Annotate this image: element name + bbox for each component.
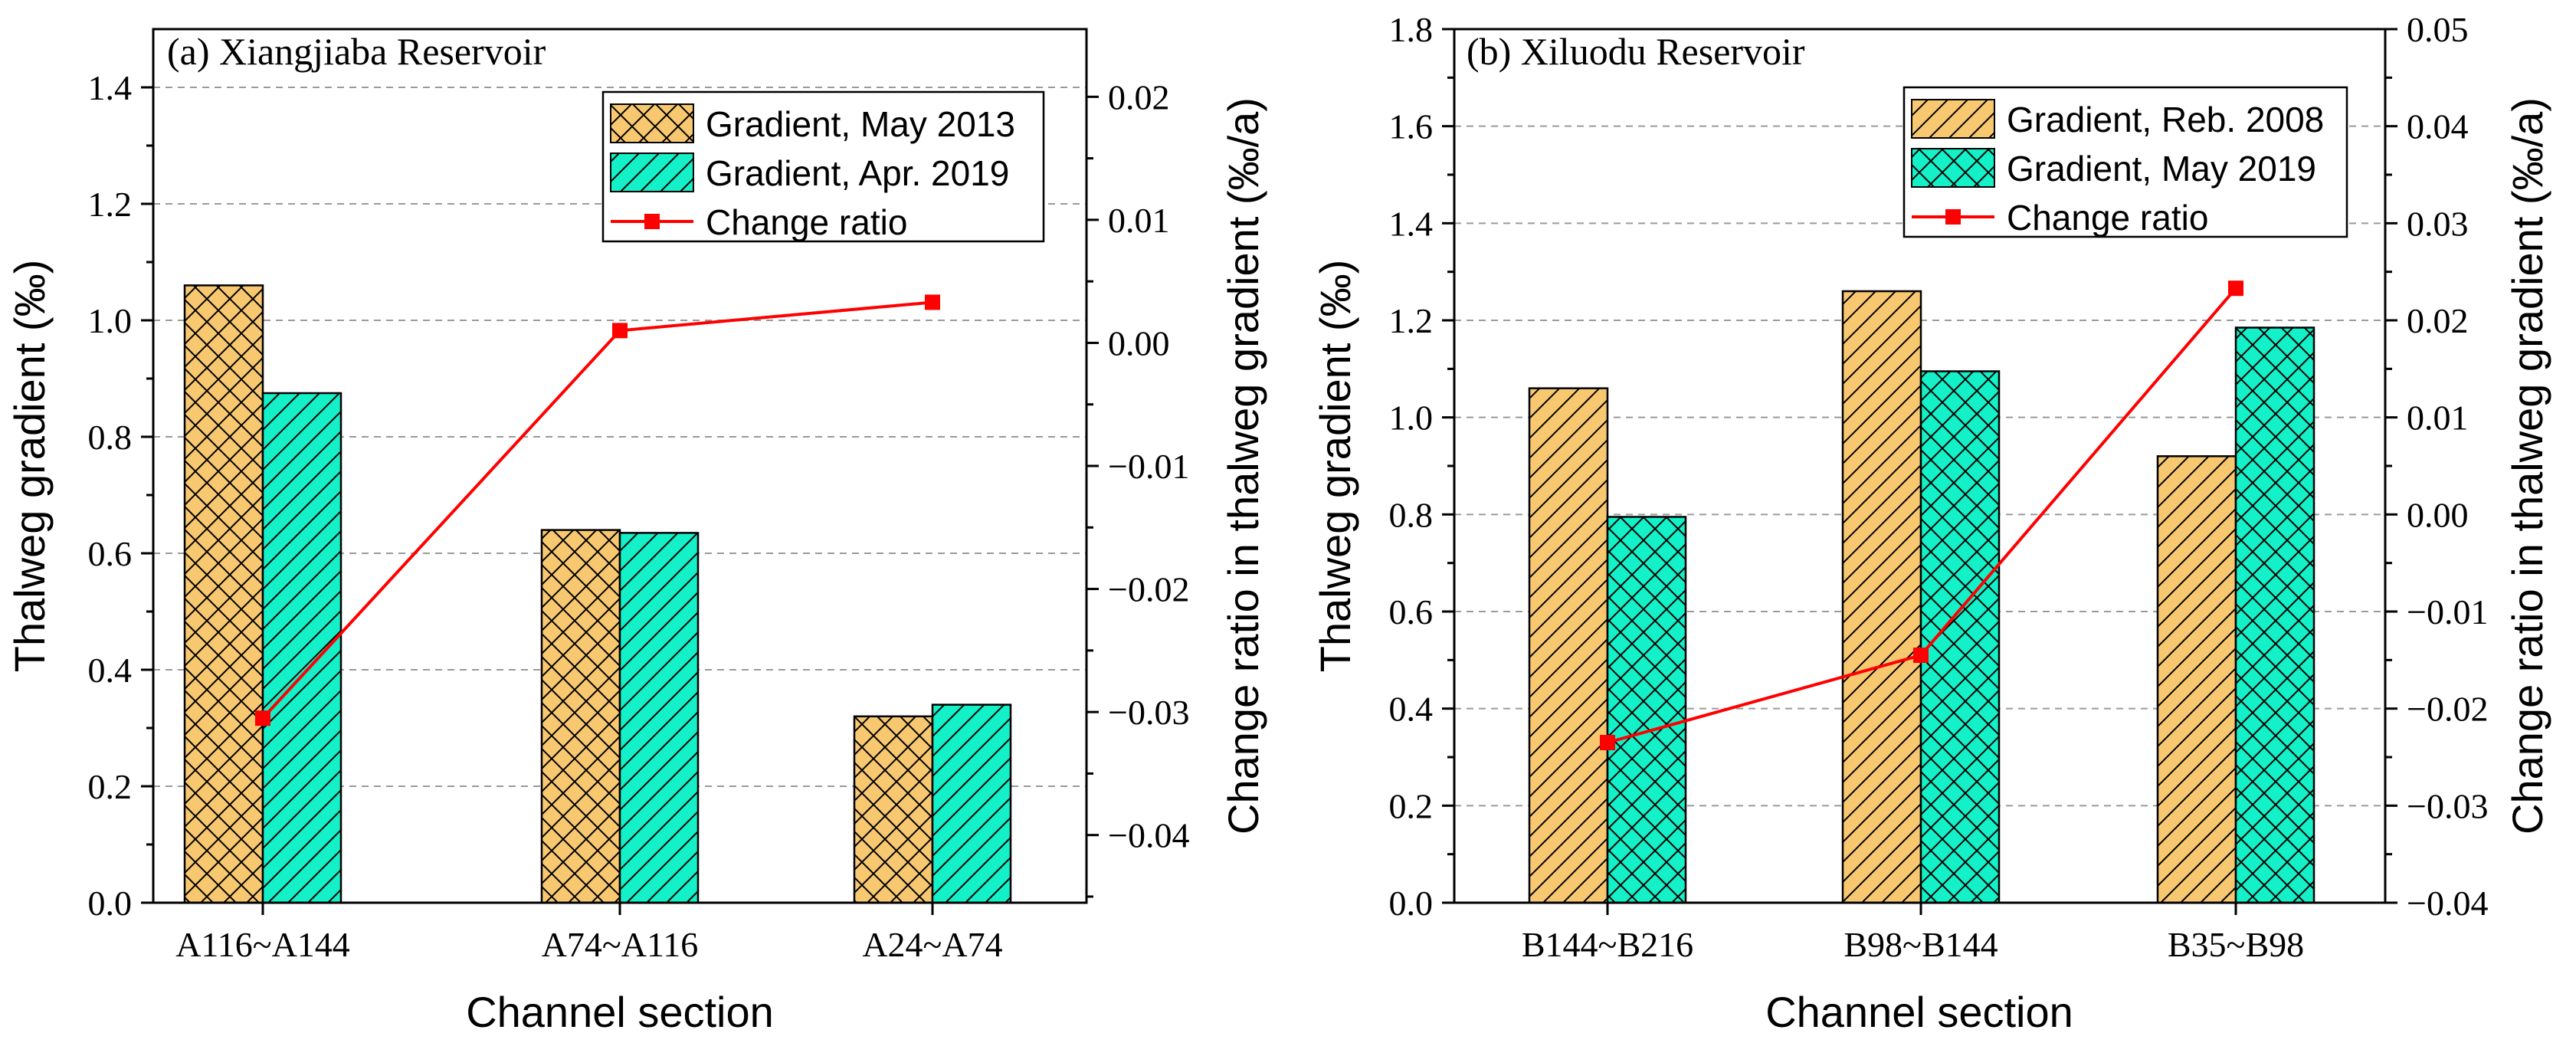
bar-hatch: [618, 532, 700, 904]
legend-label-change-ratio: Change ratio: [706, 202, 907, 242]
y-tick-label: 1.2: [1389, 301, 1434, 340]
legend-marker-sample: [1945, 209, 1961, 225]
bar-hatch: [1606, 516, 1687, 904]
y2-tick-label: −0.04: [1108, 816, 1189, 855]
legend-swatch-0: [610, 103, 694, 143]
legend-swatch-0: [1911, 99, 1995, 139]
x-tick-label: B98~B144: [1844, 925, 1998, 964]
y2-tick-label: −0.01: [1108, 447, 1189, 486]
panel-a: 0.0 0.2 0.4 0.6 0.8 1.0 1.2 1.4 0.02 0.01 0.00 −0.0…: [5, 28, 1267, 1036]
bar-b-s1-2: [2234, 326, 2315, 904]
y-tick-label: 0.6: [88, 534, 133, 573]
x-tick-label: A74~A116: [542, 925, 699, 964]
bar-b-s1-0: [1606, 516, 1687, 904]
y-tick-label: 1.0: [1389, 398, 1434, 438]
y-tick-label: 0.2: [88, 767, 133, 806]
y2-tick-label: 0.00: [1108, 323, 1170, 362]
change-ratio-point-b-1: [1913, 648, 1929, 663]
y-tick-label: 1.2: [88, 185, 133, 224]
y2-tick-label: 0.02: [1108, 77, 1170, 116]
y2-tick-label: 0.00: [2407, 495, 2469, 534]
bar-hatch: [1841, 290, 1922, 904]
y-tick-label: 0.6: [1389, 592, 1434, 631]
y2-axis-label-b: Change ratio in thalweg gradient (‰/a): [2503, 97, 2551, 835]
y2-tick-label: −0.01: [2407, 592, 2488, 631]
y-tick-label: 1.0: [88, 301, 133, 340]
bar-a-s1-2: [931, 703, 1012, 904]
bar-a-s0-2: [853, 715, 934, 904]
y2-tick-label: 0.03: [2407, 204, 2469, 243]
bar-hatch: [1528, 387, 1609, 904]
y-tick-label: 1.6: [1389, 107, 1434, 146]
y-tick-label: 0.8: [88, 418, 133, 457]
y2-tick-label: −0.03: [1108, 693, 1189, 732]
bar-b-s0-1: [1841, 290, 1922, 904]
bar-hatch: [931, 703, 1012, 904]
y-tick-label: 0.2: [1389, 786, 1434, 825]
panel-b: 0.0 0.2 0.4 0.6 0.8 1.0 1.2 1.4 1.6 1.8 0.05 0.04 0.…: [1311, 10, 2551, 1036]
y2-tick-label: −0.02: [1108, 570, 1189, 609]
y2-tick-label: 0.01: [2407, 398, 2469, 438]
bar-b-s1-1: [1919, 370, 2001, 904]
bar-hatch: [1919, 370, 2001, 904]
change-ratio-point-a-0: [255, 710, 270, 726]
y-axis-label-a: Thalweg gradient (‰): [5, 260, 54, 672]
y-axis-label-b: Thalweg gradient (‰): [1311, 260, 1359, 672]
x-tick-label: B144~B216: [1522, 925, 1693, 964]
legend-label-0: Gradient, May 2013: [706, 104, 1015, 144]
legend-label-1: Gradient, May 2019: [2007, 149, 2316, 189]
change-ratio-point-b-2: [2228, 280, 2243, 297]
y2-axis-label-a: Change ratio in thalweg gradient (‰/a): [1219, 97, 1267, 835]
y2-tick-label: −0.02: [2407, 690, 2488, 729]
y2-tick-label: −0.04: [2407, 884, 2488, 923]
bar-a-s1-1: [618, 532, 700, 904]
bar-b-s0-2: [2156, 455, 2237, 904]
legend-label-1: Gradient, Apr. 2019: [706, 153, 1009, 193]
y2-tick-label: 0.05: [2407, 10, 2469, 49]
change-ratio-point-a-1: [612, 323, 628, 339]
bar-hatch: [183, 284, 264, 904]
y2-tick-label: 0.02: [2407, 301, 2469, 340]
bar-hatch: [853, 715, 934, 904]
bar-a-s0-0: [183, 284, 264, 904]
chart-title-b: (b) Xiluodu Reservoir: [1467, 30, 1805, 73]
x-axis-label-b: Channel section: [1765, 988, 2073, 1036]
x-tick-label: B35~B98: [2168, 925, 2304, 964]
y-tick-label: 0.8: [1389, 495, 1434, 534]
y-tick-label: 1.8: [1389, 10, 1434, 49]
change-ratio-point-a-2: [925, 294, 940, 310]
legend-marker-sample: [644, 214, 660, 229]
bar-b-s0-0: [1528, 387, 1609, 904]
x-tick-label: A24~A74: [862, 925, 1002, 964]
y2-tick-label: −0.03: [2407, 786, 2488, 825]
legend-swatch-1: [610, 152, 694, 192]
legend-label-0: Gradient, Reb. 2008: [2007, 100, 2324, 139]
y-tick-label: 0.4: [88, 651, 133, 690]
chart-title-a: (a) Xiangjiaba Reservoir: [167, 30, 546, 73]
x-axis-label-a: Channel section: [466, 988, 774, 1036]
y-tick-label: 1.4: [1389, 204, 1434, 243]
y2-tick-label: 0.01: [1108, 201, 1170, 240]
y-tick-label: 0.0: [88, 884, 133, 923]
y-tick-label: 0.4: [1389, 690, 1434, 729]
y-tick-label: 0.0: [1389, 884, 1434, 923]
legend-label-change-ratio: Change ratio: [2007, 198, 2208, 238]
bar-hatch: [540, 529, 621, 904]
bar-a-s0-1: [540, 529, 621, 904]
legend-swatch-1: [1911, 148, 1995, 188]
y2-tick-label: 0.04: [2407, 107, 2469, 146]
bar-hatch: [2156, 455, 2237, 904]
bar-hatch: [2234, 326, 2315, 904]
x-tick-label: A116~A144: [175, 925, 350, 964]
y-tick-label: 1.4: [88, 68, 133, 107]
change-ratio-point-b-0: [1600, 735, 1615, 750]
